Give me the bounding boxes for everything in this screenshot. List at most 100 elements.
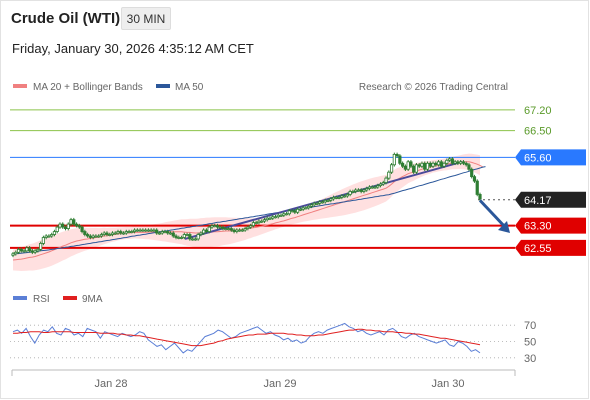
candle-body [163,231,167,233]
candle-body [25,247,29,252]
candle-body [204,229,209,232]
candle-body [232,229,236,232]
candle-body [445,159,449,164]
candle-body [196,234,200,240]
candle-body [370,186,374,189]
candle-body [387,171,391,179]
forecast-arrow-head [498,221,510,234]
candle-body [249,225,253,228]
level-tag-63.30 [515,217,586,234]
candle-body [312,202,316,206]
candle-body [119,231,123,234]
rsi-legend-label: RSI [33,294,50,305]
candle-body [345,194,349,197]
timestamp: Friday, January 30, 2026 4:35:12 AM CET [12,41,254,56]
candle-body [273,216,278,219]
candle-body [27,247,32,252]
candle-body [287,210,291,215]
rsi-panel: 70 50 30 [10,320,536,365]
candle-body [381,182,385,185]
time-axis-label-jan-29: Jan 29 [263,378,296,390]
candle-body [160,231,164,234]
candle-body [94,235,98,238]
candle-body [470,168,474,178]
rsi-legend-swatch [13,296,27,300]
candle-body [442,162,446,167]
candle-body [86,234,90,237]
candle-body [110,232,115,235]
candle-body [185,234,189,236]
candle-body [14,251,18,255]
candle-body [47,235,51,238]
candle-body [304,207,308,210]
rsi-line [12,322,481,354]
candle-body [63,226,68,229]
candle-body [105,232,109,235]
candle-body [392,153,396,166]
candle-body [113,232,117,235]
candle-body [334,197,338,199]
candle-body [337,197,341,199]
candle-body [301,207,305,210]
candle-body [472,176,477,182]
candle-body [221,226,225,229]
candle-body [41,237,45,244]
candle-body [193,238,197,241]
candle-body [376,185,380,188]
candle-body [141,229,145,232]
level-tag-65.60 [515,149,586,166]
level-tag-label-65.60: 65.60 [524,152,552,164]
level-tag-62.55 [515,239,586,256]
candle-body [354,189,358,192]
bollinger-band [13,153,480,271]
candle-body [260,220,264,223]
time-axis: Jan 28 Jan 29 Jan 30 [11,369,516,390]
candle-body [425,162,430,170]
candle-body [210,225,214,228]
candle-body [296,208,300,213]
candle-body [235,229,239,232]
candle-body [282,213,286,216]
candle-body [428,162,432,167]
candle-body [365,188,369,191]
candle-body [257,220,261,224]
candlesticks [11,152,482,258]
candle-body [215,225,220,228]
level-tag-label-64.17: 64.17 [524,195,552,207]
candle-body [127,231,131,233]
forecast-arrow [478,199,510,234]
level-tag-label-67.20: 67.20 [524,105,552,117]
candle-body [461,161,466,164]
trend-line [184,160,463,240]
candle-body [246,226,250,229]
candle-body [414,164,419,173]
candle-body [323,199,327,203]
forecast-arrow-shaft [478,199,508,230]
price-level-tags: 67.20 66.50 65.60 64.17 63.30 62.55 [515,105,586,256]
candle-body [121,232,126,235]
candle-body [384,177,388,183]
candle-body [240,229,244,232]
candle-body [224,228,228,230]
candle-body [395,153,399,157]
level-tag-label-66.50: 66.50 [524,126,552,138]
time-axis-label-jan-30: Jan 30 [431,378,464,390]
candle-body [80,226,84,232]
candle-body [290,210,294,213]
candle-body [464,162,468,166]
level-tag-64.17 [515,191,586,208]
candle-body [226,228,231,230]
candle-body [30,250,34,253]
candle-body [320,201,325,204]
candle-body [475,180,479,195]
candle-body [39,243,43,250]
candle-body [331,197,336,200]
candle-body [182,234,186,238]
candle-body [108,234,112,236]
timeframe-button[interactable]: 30 MIN [121,7,171,30]
candle-body [174,235,178,238]
candle-body [459,161,463,164]
rsi-tick-30: 30 [524,353,536,365]
